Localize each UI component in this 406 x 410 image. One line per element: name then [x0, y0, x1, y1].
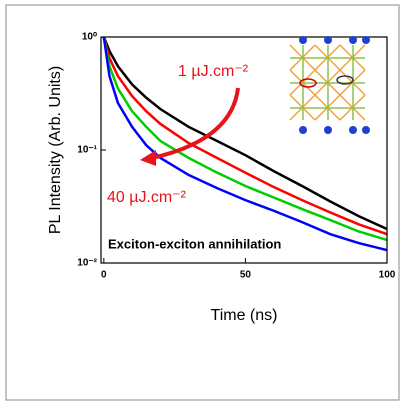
series-line	[102, 36, 388, 242]
x-tick-label: 0	[101, 270, 107, 281]
x-tick-label: 50	[240, 270, 252, 281]
inset-lattice-2	[290, 45, 365, 120]
y-axis-label: PL Intensity (Arb. Units)	[47, 66, 64, 234]
series-line	[102, 36, 388, 236]
annotation: Exciton-exciton annihilation	[108, 236, 281, 251]
arrow	[151, 87, 240, 160]
y-tick-label: 10⁻¹	[77, 145, 97, 156]
inset-exciton	[299, 78, 317, 88]
annotation: 1 µJ.cm⁻²	[178, 63, 249, 80]
annotation: 40 µJ.cm⁻²	[107, 189, 187, 206]
x-tick-label: 100	[379, 270, 396, 281]
inset	[285, 36, 370, 134]
x-axis-label: Time (ns)	[211, 307, 278, 324]
arrow-head	[140, 150, 156, 166]
plot	[102, 36, 388, 252]
y-tick-label: 10⁰	[82, 32, 97, 43]
series-line	[102, 36, 388, 252]
inset-exciton	[336, 75, 354, 85]
inset-atoms	[299, 36, 370, 134]
y-tick-label: 10⁻²	[77, 258, 97, 269]
series-line	[102, 36, 388, 231]
